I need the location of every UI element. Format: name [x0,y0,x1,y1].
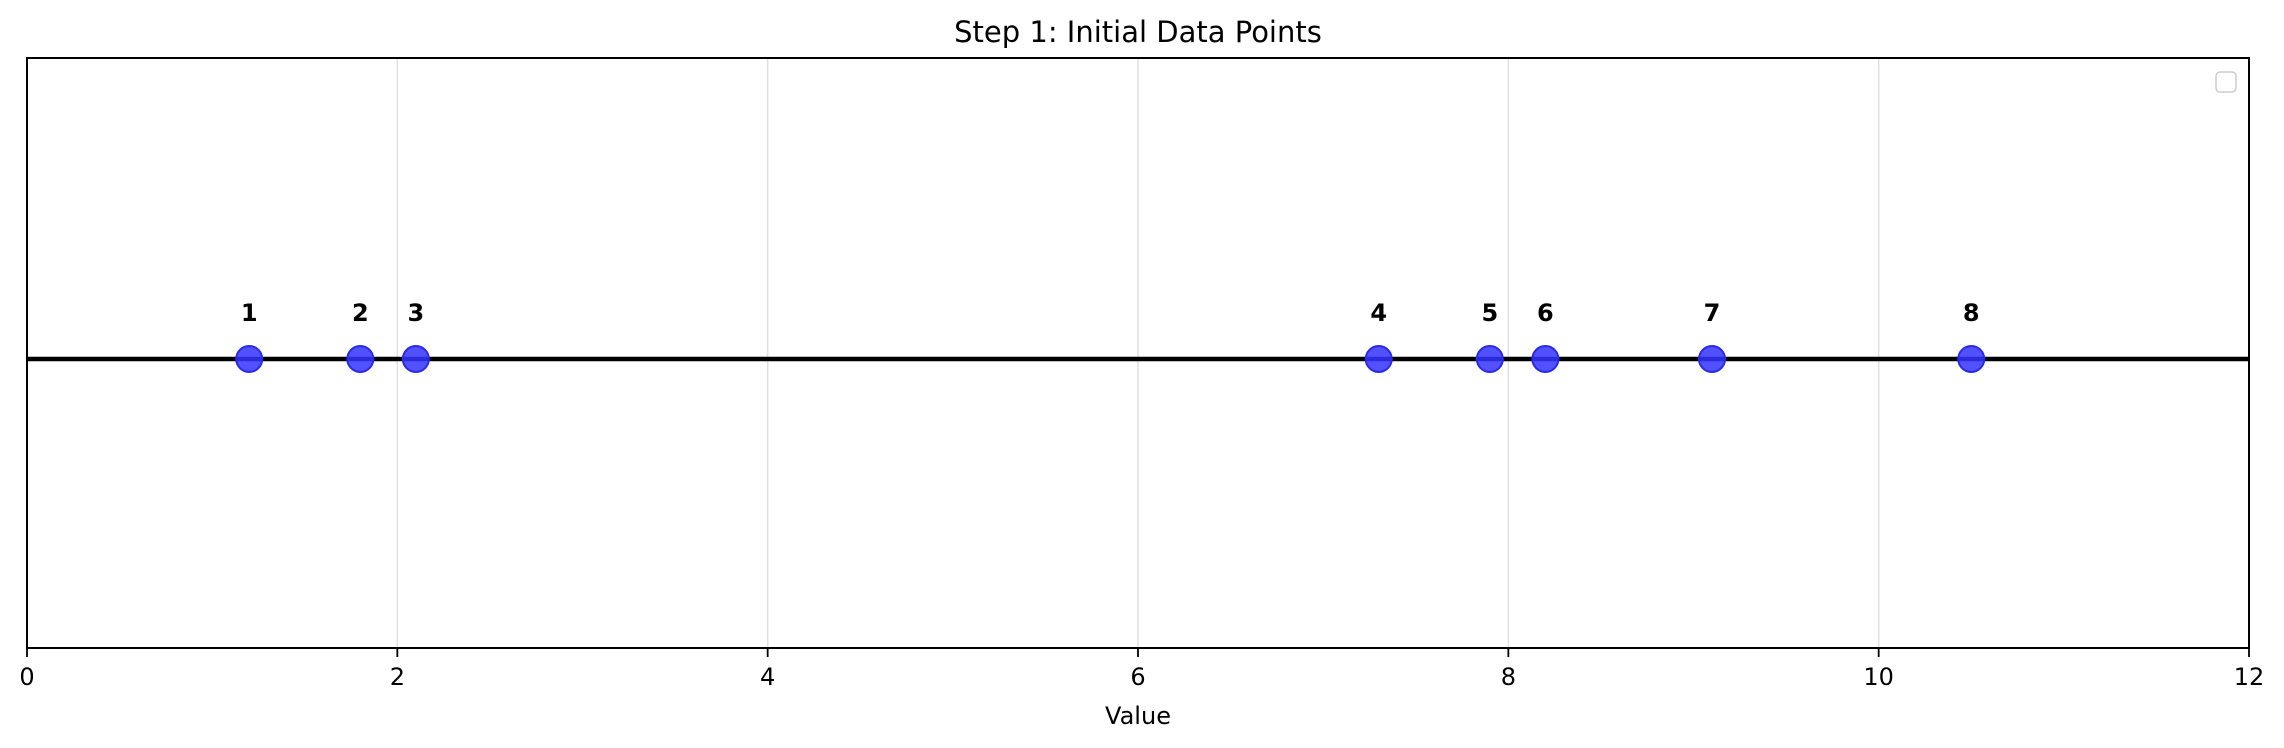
x-axis-ticks: 0 2 4 6 8 10 12 [19,648,2264,691]
legend [2215,71,2237,93]
grid-lines [396,58,1880,648]
x-tick-label: 12 [2234,663,2265,691]
x-axis-label: Value [1105,702,1171,730]
x-tick-label: 2 [390,663,405,691]
data-point-4 [1364,345,1393,373]
data-point-6 [1531,345,1560,373]
x-tick-label: 4 [760,663,775,691]
x-tick-label: 0 [19,663,34,691]
x-tick-label: 6 [1130,663,1145,691]
chart-title: Step 1: Initial Data Points [954,15,1322,49]
point-label-5: 5 [1481,299,1498,327]
data-points [235,345,1986,373]
point-label-1: 1 [241,299,258,327]
data-point-2 [346,345,375,373]
point-label-6: 6 [1537,299,1554,327]
point-label-8: 8 [1963,299,1980,327]
x-tick-label: 10 [1863,663,1894,691]
data-point-3 [401,345,430,373]
data-point-1 [235,345,264,373]
data-point-8 [1957,345,1986,373]
point-label-7: 7 [1704,299,1721,327]
point-labels: 1 2 3 4 5 6 7 8 [241,299,1980,327]
point-label-4: 4 [1370,299,1387,327]
x-tick-label: 8 [1501,663,1516,691]
point-label-3: 3 [407,299,424,327]
point-label-2: 2 [352,299,369,327]
data-point-7 [1698,345,1727,373]
data-point-5 [1475,345,1504,373]
